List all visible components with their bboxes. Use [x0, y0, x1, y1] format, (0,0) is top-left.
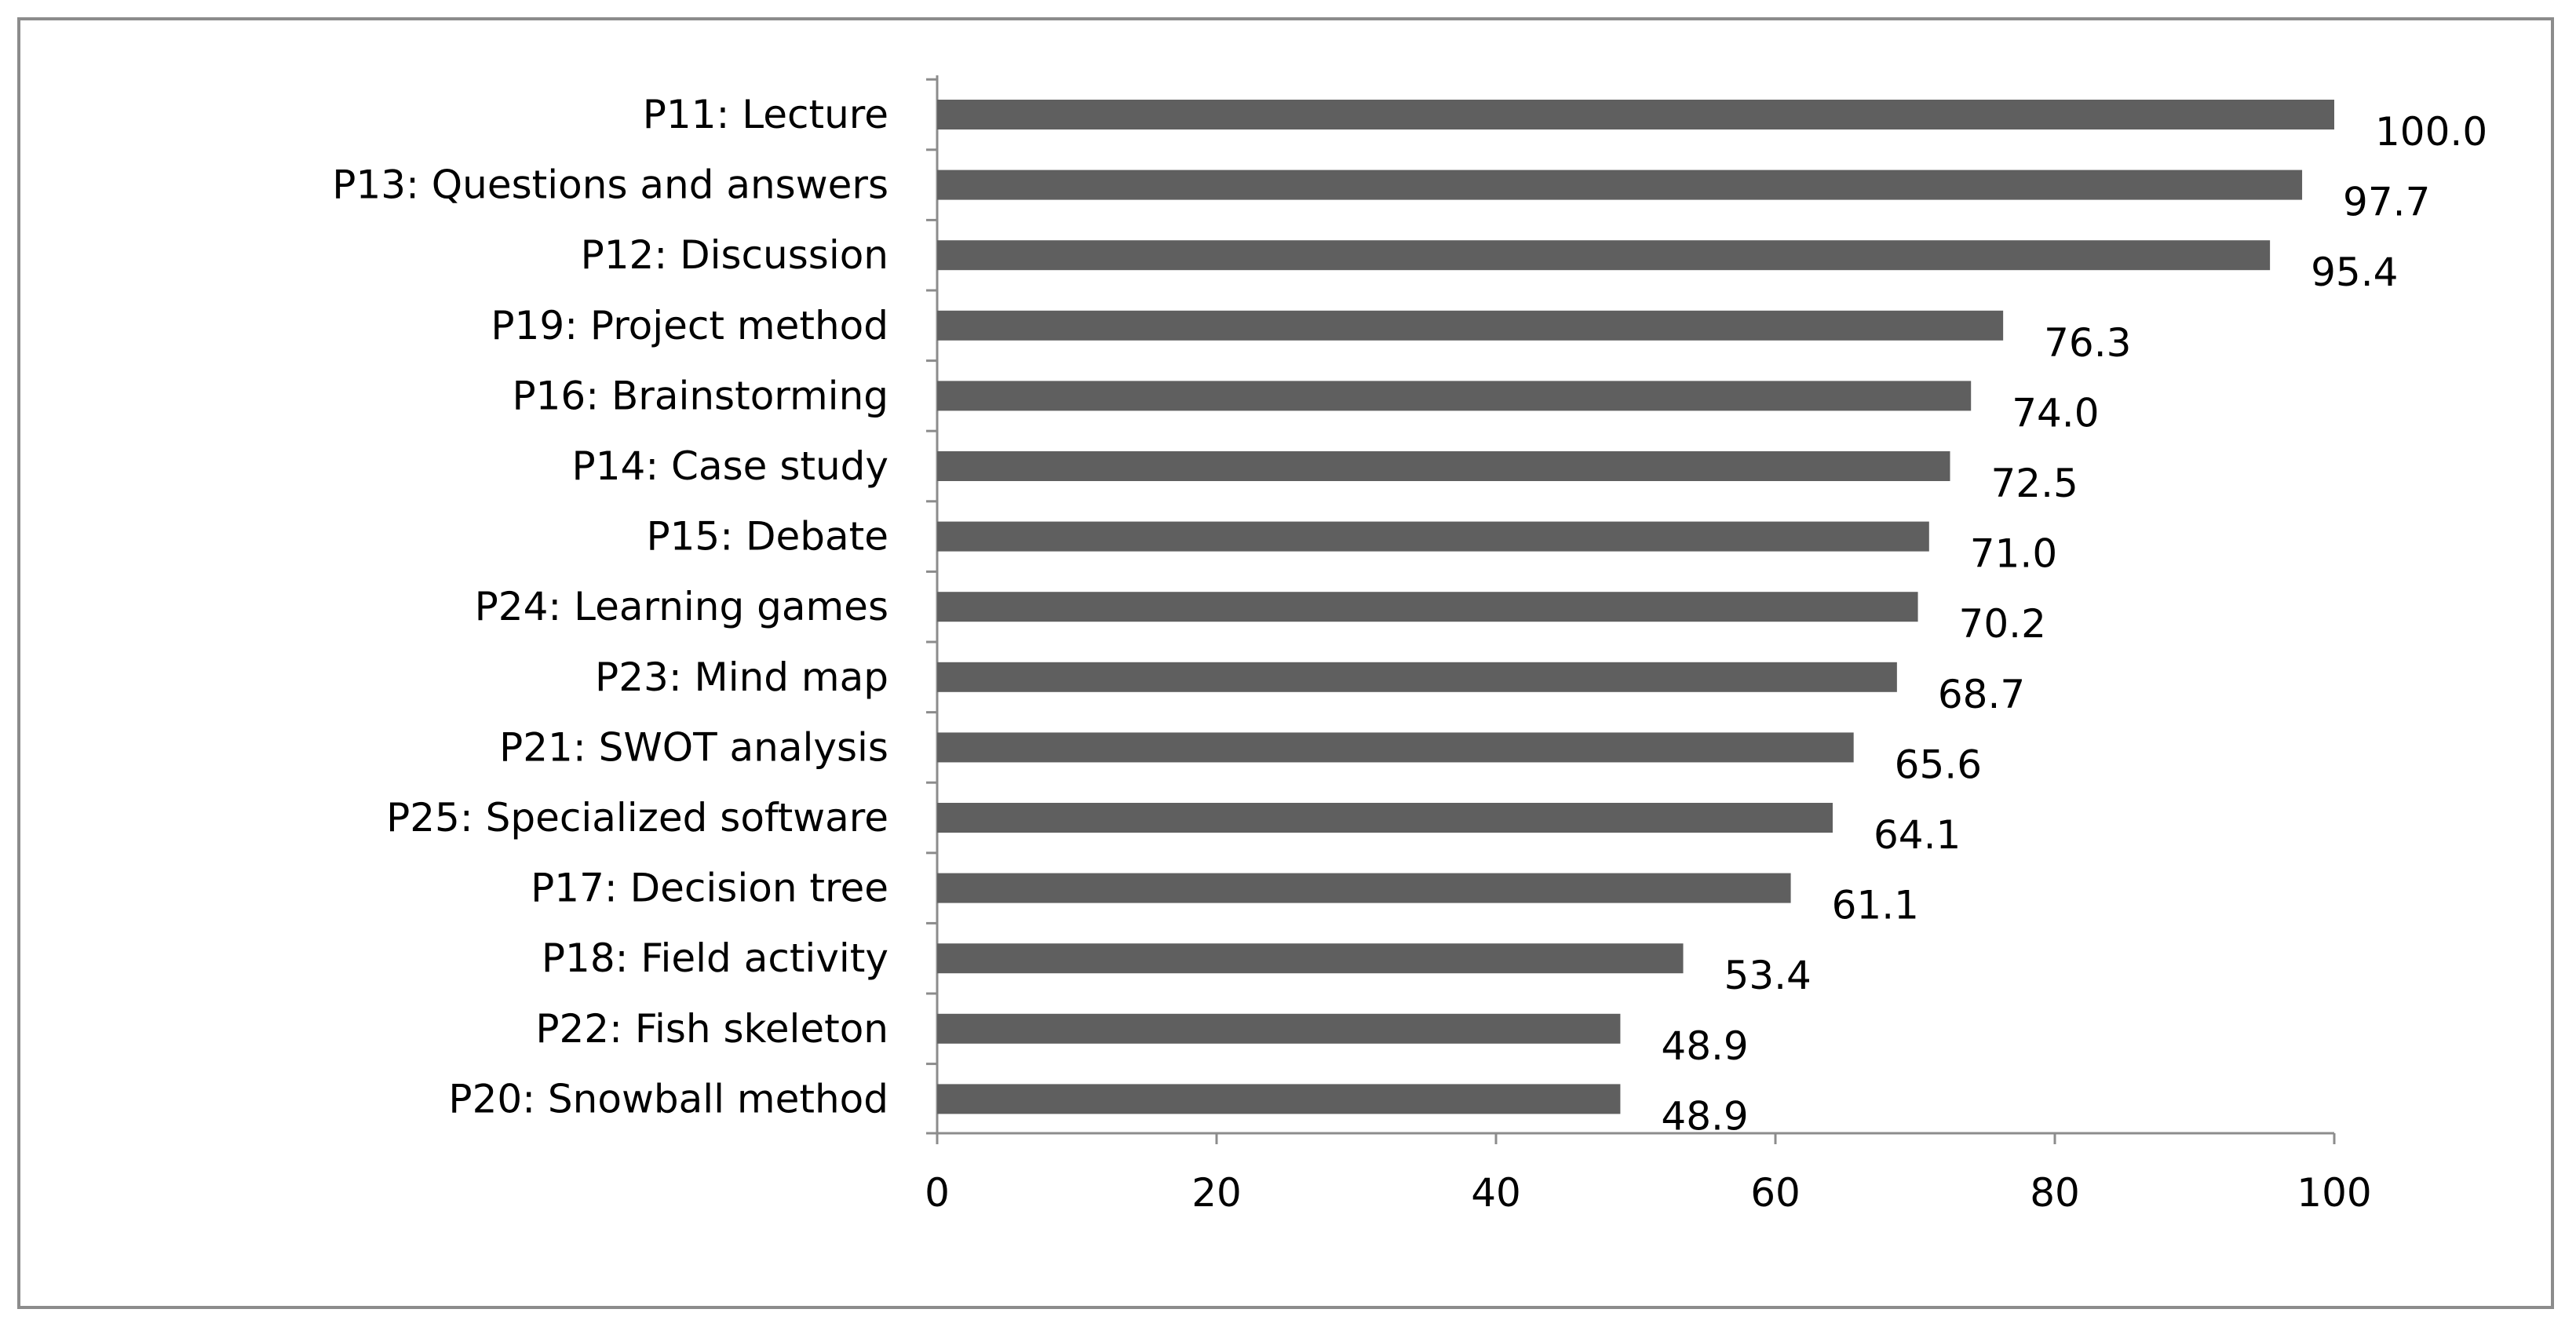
category-label: P18: Field activity [542, 935, 888, 981]
x-axis-ticks: 0 20 40 60 80 100 [925, 1133, 2372, 1216]
category-label: P13: Questions and answers [332, 162, 888, 208]
bar [937, 170, 2303, 200]
bar [937, 100, 2334, 129]
bars [937, 100, 2334, 1114]
bar [937, 943, 1684, 974]
data-label: 76.3 [2044, 320, 2131, 366]
category-label: P16: Brainstorming [512, 373, 888, 418]
bar [937, 381, 1972, 411]
data-label: 68.7 [1938, 672, 2025, 717]
x-tick-label: 20 [1191, 1170, 1242, 1216]
data-label: 48.9 [1661, 1023, 1748, 1069]
data-label: 97.7 [2343, 180, 2430, 225]
data-label: 65.6 [1895, 742, 1982, 787]
data-label: 72.5 [1991, 461, 2078, 506]
category-label: P25: Specialized software [386, 795, 888, 841]
category-label: P20: Snowball method [448, 1076, 888, 1121]
category-labels: P11: Lecture P13: Questions and answers P1… [332, 92, 888, 1121]
data-label: 64.1 [1874, 812, 1961, 858]
category-label: P12: Discussion [581, 232, 888, 278]
data-label: 61.1 [1832, 883, 1919, 928]
category-label: P15: Debate [646, 514, 888, 560]
category-label: P14: Case study [572, 443, 888, 489]
x-tick-label: 80 [2030, 1170, 2080, 1216]
category-label: P11: Lecture [643, 92, 888, 137]
data-label: 74.0 [2012, 390, 2099, 436]
data-label: 53.4 [1724, 953, 1812, 998]
bar [937, 240, 2271, 271]
x-tick-label: 0 [925, 1170, 950, 1216]
category-label: P22: Fish skeleton [535, 1006, 888, 1052]
data-label: 95.4 [2311, 250, 2398, 295]
bar [937, 803, 1833, 833]
data-label: 71.0 [1970, 531, 2057, 577]
x-tick-label: 100 [2297, 1170, 2371, 1216]
bar [937, 310, 2004, 341]
category-label: P21: SWOT analysis [499, 724, 888, 770]
bar [937, 873, 1791, 903]
chart-frame: P11: Lecture P13: Questions and answers P1… [17, 17, 2554, 1309]
bar [937, 521, 1929, 552]
category-label: P24: Learning games [475, 584, 888, 629]
bar [937, 732, 1854, 763]
data-label: 100.0 [2375, 109, 2487, 155]
category-label: P23: Mind map [595, 655, 888, 700]
data-label: 48.9 [1661, 1093, 1748, 1139]
bar-chart: P11: Lecture P13: Questions and answers P1… [332, 75, 2487, 1216]
bar [937, 1013, 1621, 1044]
x-tick-label: 40 [1471, 1170, 1521, 1216]
data-label: 70.2 [1959, 601, 2046, 647]
bar [937, 662, 1897, 692]
bar [937, 451, 1950, 481]
category-label: P19: Project method [491, 303, 888, 348]
bar [937, 592, 1918, 622]
x-tick-label: 60 [1750, 1170, 1801, 1216]
category-label: P17: Decision tree [531, 866, 888, 911]
value-labels: 100.0 97.7 95.4 76.3 74.0 72.5 71.0 70.2 68.7 65.… [1661, 109, 2487, 1139]
bar [937, 1084, 1621, 1114]
